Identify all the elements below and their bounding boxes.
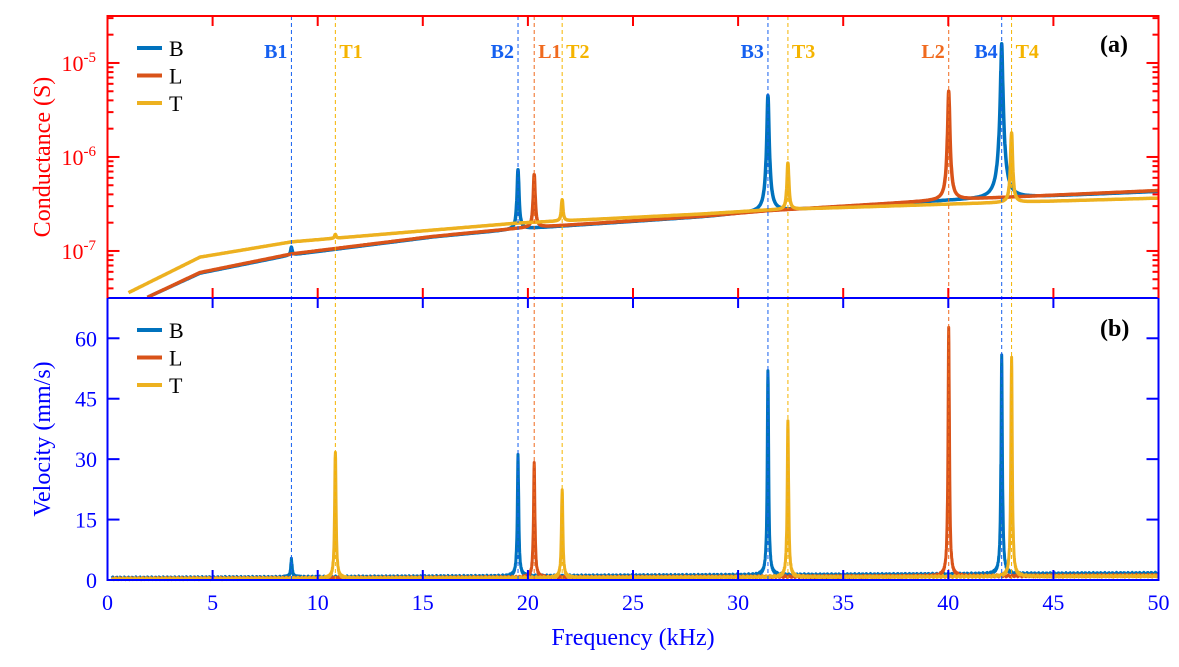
panel-label-a: (a): [1100, 32, 1128, 58]
panel-a-conductance: [127, 42, 1160, 299]
y-tick-label-a: 10-6: [62, 144, 97, 170]
mode-marker-label-B3: B3: [741, 41, 764, 63]
y-tick-label-a: 10-7: [62, 238, 97, 264]
y-axis-label-a: Conductance (S): [30, 77, 56, 238]
legend-label-a-L: L: [169, 64, 182, 89]
mode-marker-label-L1: L1: [538, 41, 561, 63]
x-tick-label: 5: [207, 590, 218, 615]
x-tick-label: 40: [937, 590, 959, 615]
x-tick-label: 35: [832, 590, 854, 615]
mode-marker-label-T4: T4: [1016, 41, 1039, 63]
mode-marker-label-B1: B1: [264, 41, 287, 63]
legend-label-b-B: B: [169, 318, 184, 343]
legend-label-b-L: L: [169, 346, 182, 371]
y-tick-label-b: 15: [75, 508, 97, 533]
y-axis-label-b: Velocity (mm/s): [30, 361, 56, 516]
legend-label-b-T: T: [169, 373, 183, 398]
mode-marker-label-L2: L2: [921, 41, 944, 63]
x-tick-label: 50: [1148, 590, 1170, 615]
series-line-T: [110, 355, 1159, 582]
series-line-B: [146, 42, 1160, 299]
y-tick-label-a: 10-5: [62, 50, 97, 76]
y-tick-label-b: 0: [86, 568, 97, 593]
x-tick-label: 20: [517, 590, 539, 615]
series-line-L: [146, 89, 1160, 299]
panel-label-b: (b): [1100, 316, 1129, 342]
x-tick-label: 0: [102, 590, 113, 615]
series-line-T: [127, 131, 1160, 295]
x-tick-label: 45: [1042, 590, 1064, 615]
y-tick-label-b: 45: [75, 387, 97, 412]
mode-marker-label-T2: T2: [566, 41, 589, 63]
x-tick-label: 25: [622, 590, 644, 615]
x-tick-label: 30: [727, 590, 749, 615]
axes-frames: 0 5 10 15 20 25 30 35 40 45 50 10-7 10-6 10-5 0 15 30 45 6…: [62, 15, 1170, 615]
mode-marker-label-T1: T1: [339, 41, 362, 63]
mode-marker-label-B2: B2: [491, 41, 514, 63]
legend-label-a-B: B: [169, 36, 184, 61]
legend-label-a-T: T: [169, 91, 183, 116]
mode-marker-label-B4: B4: [974, 41, 997, 63]
x-tick-label: 10: [307, 590, 329, 615]
y-tick-label-b: 60: [75, 326, 97, 351]
x-axis-label: Frequency (kHz): [551, 625, 714, 651]
x-tick-label: 15: [412, 590, 434, 615]
mode-marker-label-T3: T3: [792, 41, 815, 63]
y-tick-label-b: 30: [75, 447, 97, 472]
panel-b-velocity: [110, 325, 1160, 582]
